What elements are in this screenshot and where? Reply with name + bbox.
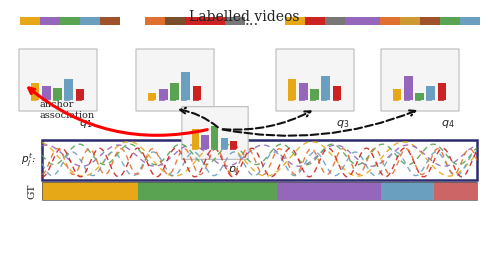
FancyBboxPatch shape bbox=[182, 107, 248, 159]
Text: $q_4$: $q_4$ bbox=[442, 118, 455, 130]
FancyBboxPatch shape bbox=[365, 17, 385, 25]
FancyBboxPatch shape bbox=[100, 17, 120, 25]
FancyBboxPatch shape bbox=[400, 17, 420, 25]
Bar bbox=[333, 86, 341, 100]
Text: $p_j$: $p_j$ bbox=[228, 164, 240, 179]
FancyBboxPatch shape bbox=[440, 17, 460, 25]
FancyBboxPatch shape bbox=[136, 49, 214, 111]
Text: $q_1$: $q_1$ bbox=[80, 118, 93, 130]
Bar bbox=[138, 182, 277, 200]
FancyBboxPatch shape bbox=[420, 17, 440, 25]
FancyBboxPatch shape bbox=[305, 17, 325, 25]
FancyBboxPatch shape bbox=[285, 17, 305, 25]
Text: GT: GT bbox=[27, 183, 36, 199]
FancyBboxPatch shape bbox=[19, 49, 97, 111]
Bar bbox=[230, 141, 237, 150]
Bar bbox=[404, 76, 413, 100]
Bar bbox=[53, 88, 62, 100]
FancyBboxPatch shape bbox=[40, 17, 60, 25]
FancyBboxPatch shape bbox=[460, 17, 480, 25]
Bar bbox=[182, 72, 190, 100]
FancyBboxPatch shape bbox=[325, 17, 345, 25]
Bar bbox=[76, 90, 84, 100]
FancyBboxPatch shape bbox=[42, 140, 477, 180]
FancyBboxPatch shape bbox=[145, 17, 165, 25]
Bar bbox=[42, 182, 138, 200]
FancyBboxPatch shape bbox=[205, 17, 225, 25]
Bar bbox=[277, 182, 381, 200]
FancyBboxPatch shape bbox=[380, 17, 400, 25]
Bar bbox=[193, 86, 202, 100]
Bar bbox=[159, 90, 168, 100]
Text: $q_3$: $q_3$ bbox=[336, 118, 350, 130]
FancyBboxPatch shape bbox=[165, 17, 185, 25]
Bar bbox=[31, 83, 40, 100]
Bar bbox=[288, 79, 296, 100]
Bar bbox=[381, 182, 433, 200]
Bar bbox=[221, 138, 228, 150]
FancyBboxPatch shape bbox=[60, 17, 80, 25]
Text: anchor
association: anchor association bbox=[40, 100, 95, 120]
Bar bbox=[202, 135, 209, 150]
Bar bbox=[211, 126, 218, 150]
FancyBboxPatch shape bbox=[345, 17, 365, 25]
Bar bbox=[415, 93, 424, 100]
Bar bbox=[427, 86, 435, 100]
Bar bbox=[42, 182, 477, 200]
FancyBboxPatch shape bbox=[381, 49, 459, 111]
Bar bbox=[322, 76, 330, 100]
FancyBboxPatch shape bbox=[20, 17, 40, 25]
Bar bbox=[393, 90, 402, 100]
Text: $q_2$: $q_2$ bbox=[197, 118, 210, 130]
Bar bbox=[42, 86, 51, 100]
Bar bbox=[64, 79, 73, 100]
Bar bbox=[170, 83, 179, 100]
Bar bbox=[299, 83, 307, 100]
FancyBboxPatch shape bbox=[80, 17, 100, 25]
Bar bbox=[310, 90, 319, 100]
Text: ...: ... bbox=[245, 14, 259, 28]
FancyBboxPatch shape bbox=[276, 49, 354, 111]
Bar bbox=[438, 83, 447, 100]
Bar bbox=[148, 93, 157, 100]
Bar bbox=[433, 182, 477, 200]
FancyBboxPatch shape bbox=[185, 17, 205, 25]
FancyBboxPatch shape bbox=[225, 17, 245, 25]
Text: $p_j^t$:: $p_j^t$: bbox=[21, 151, 36, 169]
Text: Labelled videos: Labelled videos bbox=[189, 10, 299, 24]
Bar bbox=[192, 129, 199, 150]
